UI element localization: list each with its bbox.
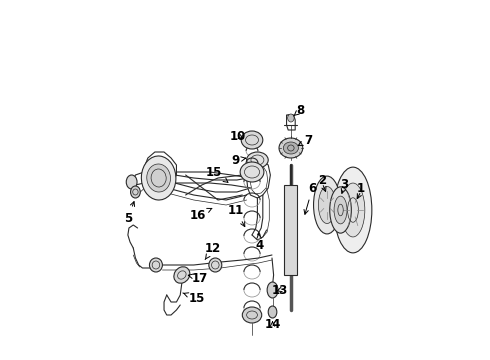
Text: 5: 5 <box>124 202 135 225</box>
Ellipse shape <box>174 267 190 283</box>
FancyBboxPatch shape <box>284 185 297 275</box>
Text: 7: 7 <box>298 134 313 147</box>
Text: 17: 17 <box>188 271 208 284</box>
Ellipse shape <box>334 167 372 253</box>
Text: 13: 13 <box>272 284 288 297</box>
Text: 9: 9 <box>232 153 246 166</box>
Text: 10: 10 <box>230 130 246 143</box>
Ellipse shape <box>334 196 347 224</box>
Ellipse shape <box>279 138 303 158</box>
Ellipse shape <box>142 156 176 200</box>
Text: 3: 3 <box>340 179 348 192</box>
Ellipse shape <box>126 175 137 189</box>
Ellipse shape <box>283 142 298 154</box>
Ellipse shape <box>267 282 278 298</box>
Ellipse shape <box>268 306 277 318</box>
Ellipse shape <box>147 164 171 192</box>
Ellipse shape <box>341 183 365 237</box>
Text: 1: 1 <box>357 181 365 194</box>
Text: 11: 11 <box>228 203 245 226</box>
Text: 6: 6 <box>304 181 317 214</box>
Ellipse shape <box>241 131 263 149</box>
Ellipse shape <box>330 187 351 233</box>
Text: 12: 12 <box>205 242 221 260</box>
Ellipse shape <box>130 186 140 198</box>
Text: 4: 4 <box>255 233 264 252</box>
Ellipse shape <box>318 186 336 224</box>
Text: 2: 2 <box>318 174 326 186</box>
Ellipse shape <box>314 176 341 234</box>
Text: 15: 15 <box>206 166 228 183</box>
Ellipse shape <box>246 152 268 168</box>
Ellipse shape <box>240 162 264 182</box>
Text: 16: 16 <box>190 208 212 221</box>
Ellipse shape <box>149 258 162 272</box>
Ellipse shape <box>209 258 222 272</box>
Text: 8: 8 <box>294 104 305 117</box>
Ellipse shape <box>242 307 262 323</box>
Text: 15: 15 <box>183 292 205 305</box>
Text: 14: 14 <box>264 319 281 332</box>
Ellipse shape <box>288 114 294 122</box>
